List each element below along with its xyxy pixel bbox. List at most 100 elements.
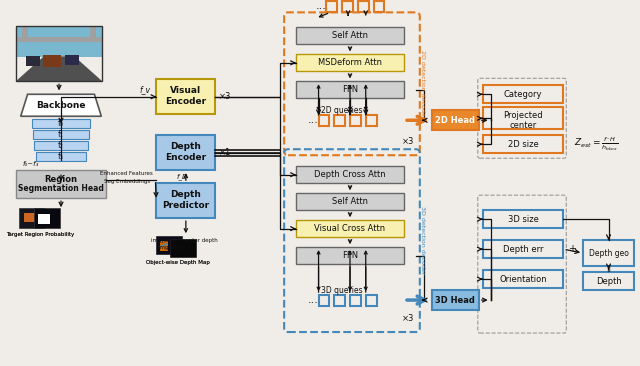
Text: Predictor: Predictor — [163, 201, 209, 210]
Text: Target Region Probability: Target Region Probability — [6, 232, 74, 237]
Bar — [36, 152, 86, 161]
Text: ...: ... — [308, 295, 319, 305]
Bar — [483, 210, 563, 228]
Text: Orientation: Orientation — [499, 274, 547, 284]
Text: f₀: f₀ — [58, 119, 64, 128]
Bar — [90, 26, 97, 42]
Text: MSDeform Attn: MSDeform Attn — [318, 58, 382, 67]
Bar — [156, 135, 215, 170]
Bar — [16, 37, 102, 42]
Bar — [326, 1, 337, 12]
Bar — [16, 170, 106, 198]
Text: 2D size: 2D size — [508, 140, 538, 149]
Text: 3D detection decoder: 3D detection decoder — [420, 206, 425, 275]
Text: Depth: Depth — [170, 190, 202, 199]
Bar — [156, 79, 215, 114]
Text: f_v: f_v — [140, 85, 150, 94]
Bar — [431, 110, 479, 130]
Text: II: II — [606, 265, 611, 274]
Bar — [31, 119, 90, 128]
Bar — [334, 295, 345, 306]
Bar — [296, 54, 404, 71]
Text: Object-wise Depth Map: Object-wise Depth Map — [146, 259, 210, 265]
Bar — [16, 26, 102, 81]
Text: 3D Head: 3D Head — [435, 296, 475, 305]
Bar — [44, 55, 61, 67]
Bar — [170, 239, 196, 257]
Text: Depth: Depth — [596, 277, 621, 285]
Bar — [296, 247, 404, 264]
Text: FFN: FFN — [342, 85, 358, 94]
Text: Backbone: Backbone — [36, 101, 86, 110]
Text: ×3: ×3 — [219, 92, 231, 101]
Text: ×3: ×3 — [402, 314, 414, 322]
Text: $Z_{est}=\frac{f \cdot H}{h_{bbox}}$: $Z_{est}=\frac{f \cdot H}{h_{bbox}}$ — [573, 135, 618, 153]
Bar — [358, 1, 369, 12]
Bar — [483, 270, 563, 288]
Text: ...: ... — [316, 1, 327, 11]
Bar — [296, 81, 404, 98]
Text: img[obj] = center depth: img[obj] = center depth — [152, 238, 218, 243]
Text: Depth err: Depth err — [503, 244, 543, 254]
Text: 3D size: 3D size — [508, 214, 538, 224]
Polygon shape — [16, 57, 102, 81]
Bar — [16, 26, 102, 57]
Text: Depth geo: Depth geo — [589, 249, 628, 258]
Text: Target Region Probability: Target Region Probability — [6, 232, 74, 237]
Bar — [33, 130, 89, 139]
Text: ...: ... — [308, 115, 319, 125]
Bar — [156, 183, 215, 218]
Bar — [160, 241, 168, 251]
Text: Segmentation Head: Segmentation Head — [18, 184, 104, 193]
Text: Depth: Depth — [170, 142, 202, 151]
Text: Category: Category — [504, 90, 542, 99]
Bar — [583, 272, 634, 290]
Text: +: + — [568, 244, 576, 254]
Text: Encoder: Encoder — [165, 97, 207, 106]
Text: Visual Cross Attn: Visual Cross Attn — [314, 224, 385, 233]
Text: img[obj]= 1: img[obj]= 1 — [158, 244, 191, 250]
Bar — [483, 85, 563, 103]
Bar — [350, 295, 361, 306]
Text: 3D queries: 3D queries — [321, 285, 362, 295]
Text: f₃: f₃ — [58, 152, 64, 161]
Bar — [156, 236, 182, 254]
Text: f_D: f_D — [176, 173, 188, 180]
Bar — [296, 193, 404, 210]
Bar — [19, 208, 44, 228]
Bar — [26, 56, 40, 66]
Text: 2D detection decoder: 2D detection decoder — [420, 49, 425, 118]
Bar — [431, 290, 479, 310]
Text: ×3: ×3 — [402, 137, 414, 146]
Text: Self Attn: Self Attn — [332, 31, 368, 40]
Bar — [38, 214, 50, 224]
Bar — [374, 1, 385, 12]
Text: 2D Head: 2D Head — [435, 116, 475, 125]
Bar — [319, 115, 330, 126]
Bar — [483, 107, 563, 129]
Text: center: center — [509, 121, 537, 130]
Text: Enhanced Features: Enhanced Features — [100, 172, 153, 176]
Bar — [583, 240, 634, 266]
Text: Visual: Visual — [170, 86, 202, 95]
Text: FFN: FFN — [342, 251, 358, 260]
Bar — [35, 208, 60, 228]
Text: ×1: ×1 — [219, 148, 231, 157]
Text: f₂: f₂ — [58, 141, 64, 150]
Bar — [342, 1, 353, 12]
Bar — [24, 213, 37, 222]
Bar — [22, 26, 28, 42]
Bar — [296, 220, 404, 237]
Polygon shape — [20, 94, 101, 116]
Bar — [365, 115, 376, 126]
Bar — [350, 115, 361, 126]
Bar — [65, 55, 79, 65]
Text: f₀~f₃: f₀~f₃ — [22, 161, 39, 167]
Text: Projected: Projected — [503, 111, 543, 120]
Bar — [483, 240, 563, 258]
Bar — [319, 295, 330, 306]
Text: Encoder: Encoder — [165, 153, 207, 162]
Bar — [296, 27, 404, 44]
Text: Object-wise Depth Map: Object-wise Depth Map — [146, 259, 210, 265]
Text: 2D queries: 2D queries — [321, 106, 362, 115]
